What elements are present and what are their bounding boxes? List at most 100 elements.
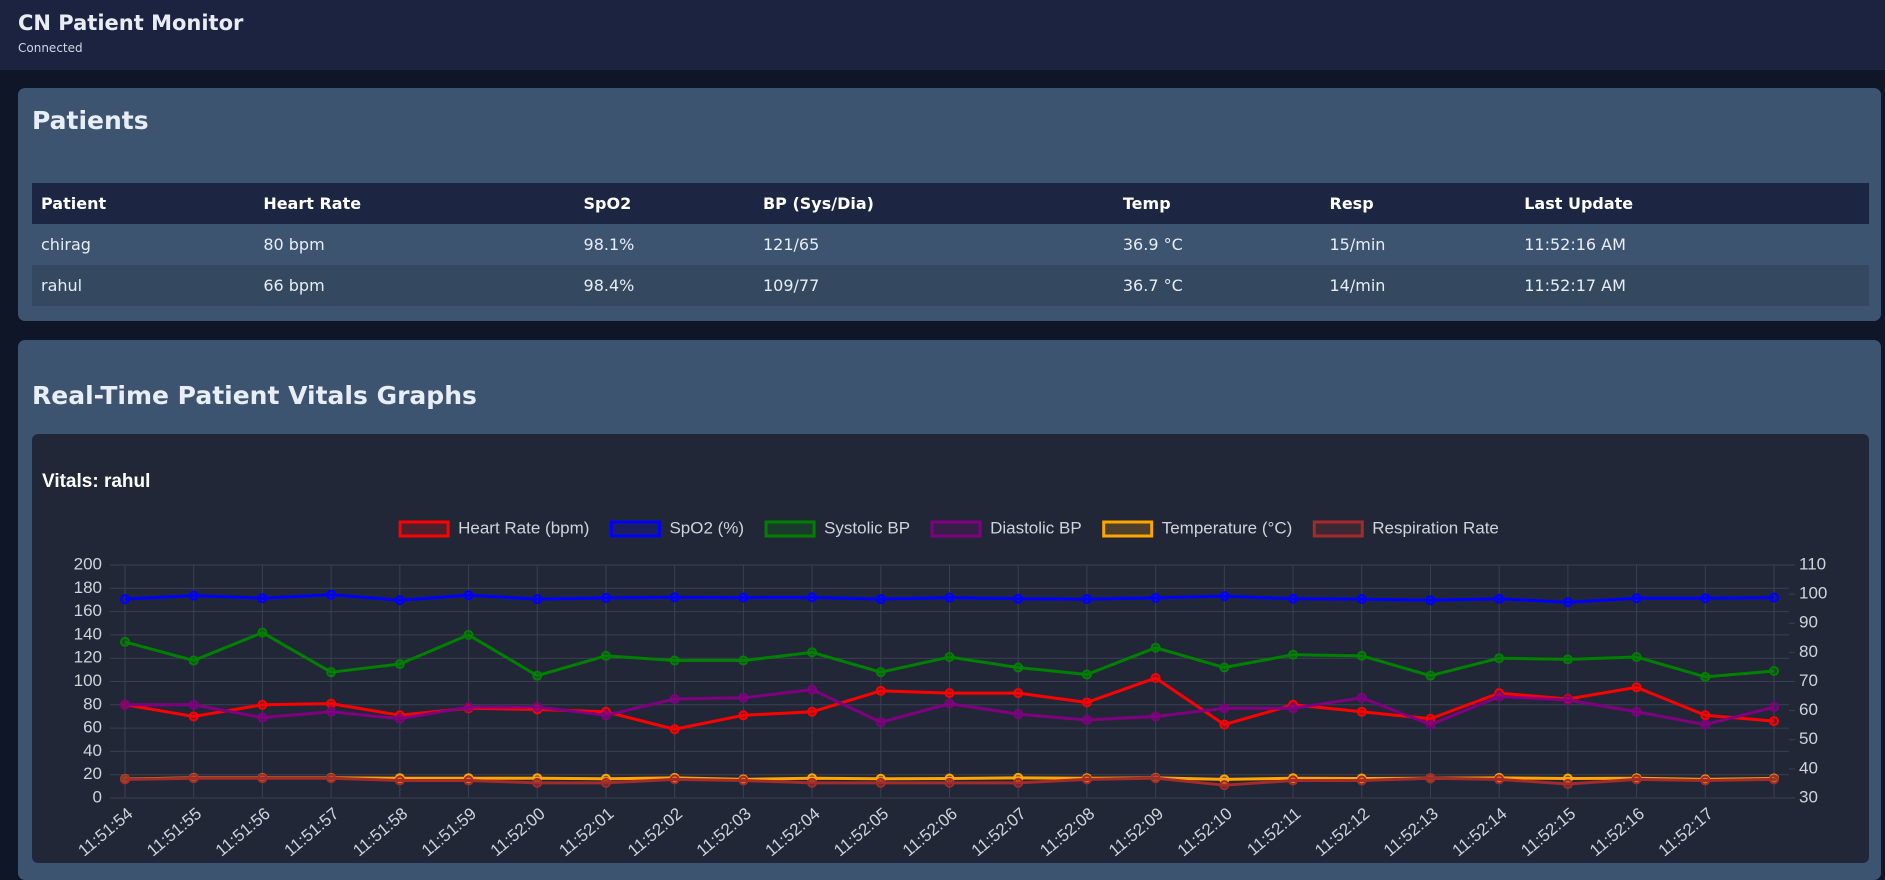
data-point — [188, 711, 199, 722]
legend-item: Heart Rate (bpm) — [398, 518, 589, 538]
data-point — [1081, 714, 1092, 725]
connection-status: Connected — [18, 41, 83, 55]
data-point — [1562, 597, 1573, 608]
data-point — [807, 647, 818, 658]
table-cell: rahul — [32, 265, 255, 306]
x-tick-label: 11:51:56 — [212, 804, 274, 860]
y-tick-label: 100 — [74, 671, 102, 690]
data-point — [394, 713, 405, 724]
data-point — [257, 712, 268, 723]
column-header: BP (Sys/Dia) — [753, 183, 1114, 224]
y-tick-label: 80 — [83, 694, 102, 713]
series-line — [124, 631, 1775, 679]
y2-tick-label: 80 — [1799, 642, 1818, 661]
legend-swatch — [609, 520, 661, 538]
app-header: CN Patient Monitor Connected — [0, 0, 1885, 70]
x-tick-label: 11:52:09 — [1105, 804, 1167, 860]
data-point — [875, 777, 886, 788]
data-point — [1700, 593, 1711, 604]
data-point — [1631, 593, 1642, 604]
table-cell: 66 bpm — [254, 265, 575, 306]
data-point — [394, 595, 405, 606]
data-point — [1769, 774, 1779, 785]
table-cell: 109/77 — [753, 265, 1114, 306]
data-point — [1150, 711, 1161, 722]
x-tick-label: 11:52:16 — [1586, 804, 1648, 860]
data-point — [738, 775, 749, 786]
data-point — [1700, 719, 1711, 730]
table-cell: 36.9 °C — [1113, 224, 1321, 265]
section-title: Real-Time Patient Vitals Graphs — [32, 381, 477, 410]
table-cell: 98.1% — [574, 224, 754, 265]
data-point — [1150, 773, 1161, 784]
data-point — [944, 592, 955, 603]
legend-swatch — [398, 520, 450, 538]
data-point — [1219, 591, 1230, 602]
data-point — [669, 774, 680, 785]
y-tick-label: 0 — [93, 787, 102, 806]
x-tick-label: 11:52:01 — [555, 804, 617, 860]
x-tick-label: 11:52:13 — [1380, 804, 1442, 860]
legend-label: Temperature (°C) — [1162, 518, 1293, 537]
legend-item: Systolic BP — [764, 518, 910, 538]
y-tick-label: 180 — [74, 578, 102, 597]
data-point — [1288, 649, 1299, 660]
series-line — [124, 776, 1775, 787]
legend-item: Temperature (°C) — [1102, 518, 1293, 538]
data-point — [600, 710, 611, 721]
x-tick-label: 11:51:57 — [281, 804, 343, 860]
y2-tick-label: 70 — [1799, 671, 1818, 690]
data-point — [394, 659, 405, 670]
column-header: Resp — [1320, 183, 1516, 224]
data-point — [1013, 777, 1024, 788]
data-point — [1013, 688, 1024, 699]
data-point — [669, 724, 680, 735]
data-point — [188, 699, 199, 710]
table-cell: chirag — [32, 224, 255, 265]
data-point — [1562, 654, 1573, 665]
data-point — [120, 774, 130, 785]
data-point — [1425, 719, 1436, 730]
data-point — [1562, 779, 1573, 790]
data-point — [669, 693, 680, 704]
data-point — [1356, 692, 1367, 703]
data-point — [257, 627, 268, 638]
data-point — [1288, 775, 1299, 786]
table-header: Patient Heart Rate SpO2 BP (Sys/Dia) Temp Res… — [32, 183, 1869, 224]
legend-swatch — [930, 520, 982, 538]
data-point — [1769, 592, 1779, 603]
data-point — [1288, 593, 1299, 604]
data-point — [738, 655, 749, 666]
data-point — [1425, 670, 1436, 681]
data-point — [1631, 706, 1642, 717]
y2-tick-label: 50 — [1799, 729, 1818, 748]
y2-tick-label: 90 — [1799, 613, 1818, 632]
y2-tick-label: 40 — [1799, 758, 1818, 777]
table-cell: 15/min — [1320, 224, 1516, 265]
x-tick-label: 11:52:14 — [1449, 804, 1511, 860]
data-point — [532, 670, 543, 681]
data-point — [738, 592, 749, 603]
y2-tick-label: 60 — [1799, 700, 1818, 719]
data-point — [807, 777, 818, 788]
data-point — [1288, 703, 1299, 714]
legend-swatch — [1312, 520, 1364, 538]
table-cell: 80 bpm — [254, 224, 575, 265]
data-point — [1356, 775, 1367, 786]
data-point — [807, 592, 818, 603]
x-tick-label: 11:52:06 — [899, 804, 961, 860]
y2-tick-label: 100 — [1799, 584, 1827, 603]
app-title: CN Patient Monitor — [18, 11, 244, 35]
x-tick-label: 11:52:00 — [487, 804, 549, 860]
legend-label: Respiration Rate — [1372, 518, 1499, 537]
table-cell: 98.4% — [574, 265, 754, 306]
data-point — [1356, 594, 1367, 605]
table-body: chirag 80 bpm 98.1% 121/65 36.9 °C 15/min 11:5… — [32, 224, 1869, 306]
data-point — [257, 699, 268, 710]
data-point — [1494, 774, 1505, 785]
data-point — [1769, 716, 1779, 727]
legend-label: Systolic BP — [824, 518, 910, 537]
data-point — [532, 702, 543, 713]
data-point — [944, 777, 955, 788]
data-point — [257, 593, 268, 604]
